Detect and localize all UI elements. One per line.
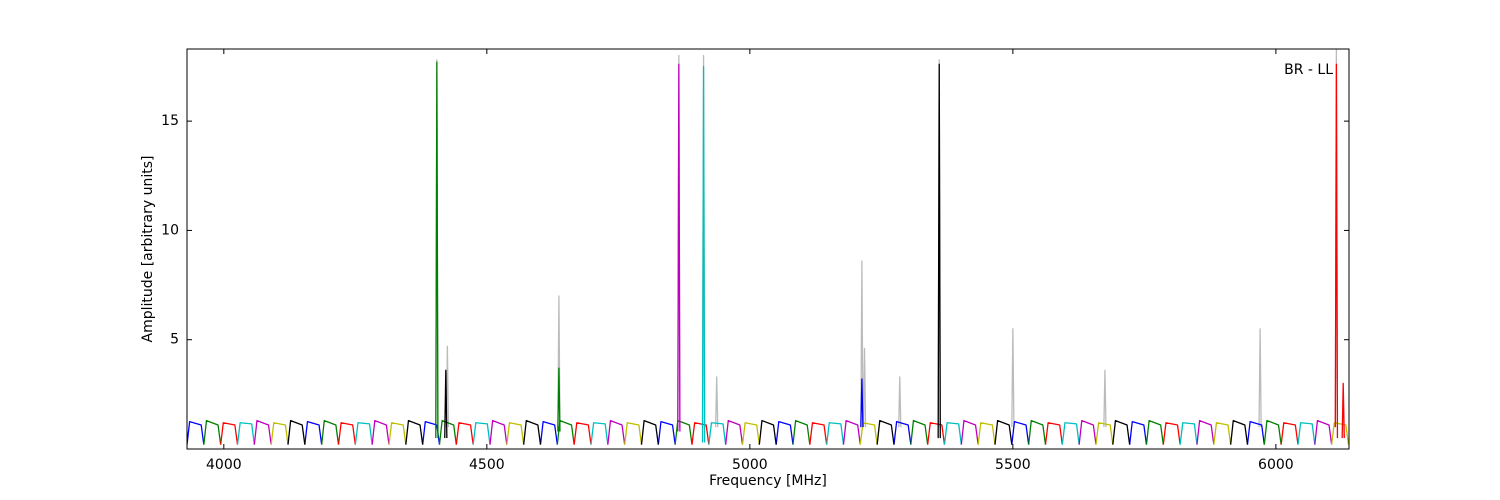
series-line xyxy=(701,65,706,443)
series-line xyxy=(236,422,1316,445)
y-axis-label: Amplitude [arbitrary units] xyxy=(140,156,156,343)
x-tick-label: 4500 xyxy=(469,457,505,473)
series-line xyxy=(677,63,681,432)
y-tick-label: 15 xyxy=(161,113,179,129)
series-line xyxy=(270,422,1349,445)
series-line xyxy=(203,419,1282,445)
x-axis-label: Frequency [MHz] xyxy=(709,473,827,489)
x-tick-label: 5500 xyxy=(995,457,1031,473)
lines xyxy=(187,49,1349,445)
series-line xyxy=(1334,63,1345,439)
annotation: BR - LL xyxy=(1284,62,1333,78)
plot-area xyxy=(187,49,1349,449)
x-tick-label: 4000 xyxy=(206,457,242,473)
x-tick-label: 6000 xyxy=(1258,457,1294,473)
series-line xyxy=(287,419,1249,445)
series-line xyxy=(187,421,1265,445)
series-line xyxy=(220,422,1299,445)
y-tick-label: 5 xyxy=(170,332,179,348)
series-line xyxy=(253,419,1333,445)
y-tick-label: 10 xyxy=(161,222,179,238)
plot-frame xyxy=(186,48,1350,450)
x-tick-label: 5000 xyxy=(732,457,768,473)
series-line xyxy=(435,61,561,439)
series-line xyxy=(435,49,1339,428)
series-line xyxy=(860,378,864,428)
series-line xyxy=(444,63,941,439)
